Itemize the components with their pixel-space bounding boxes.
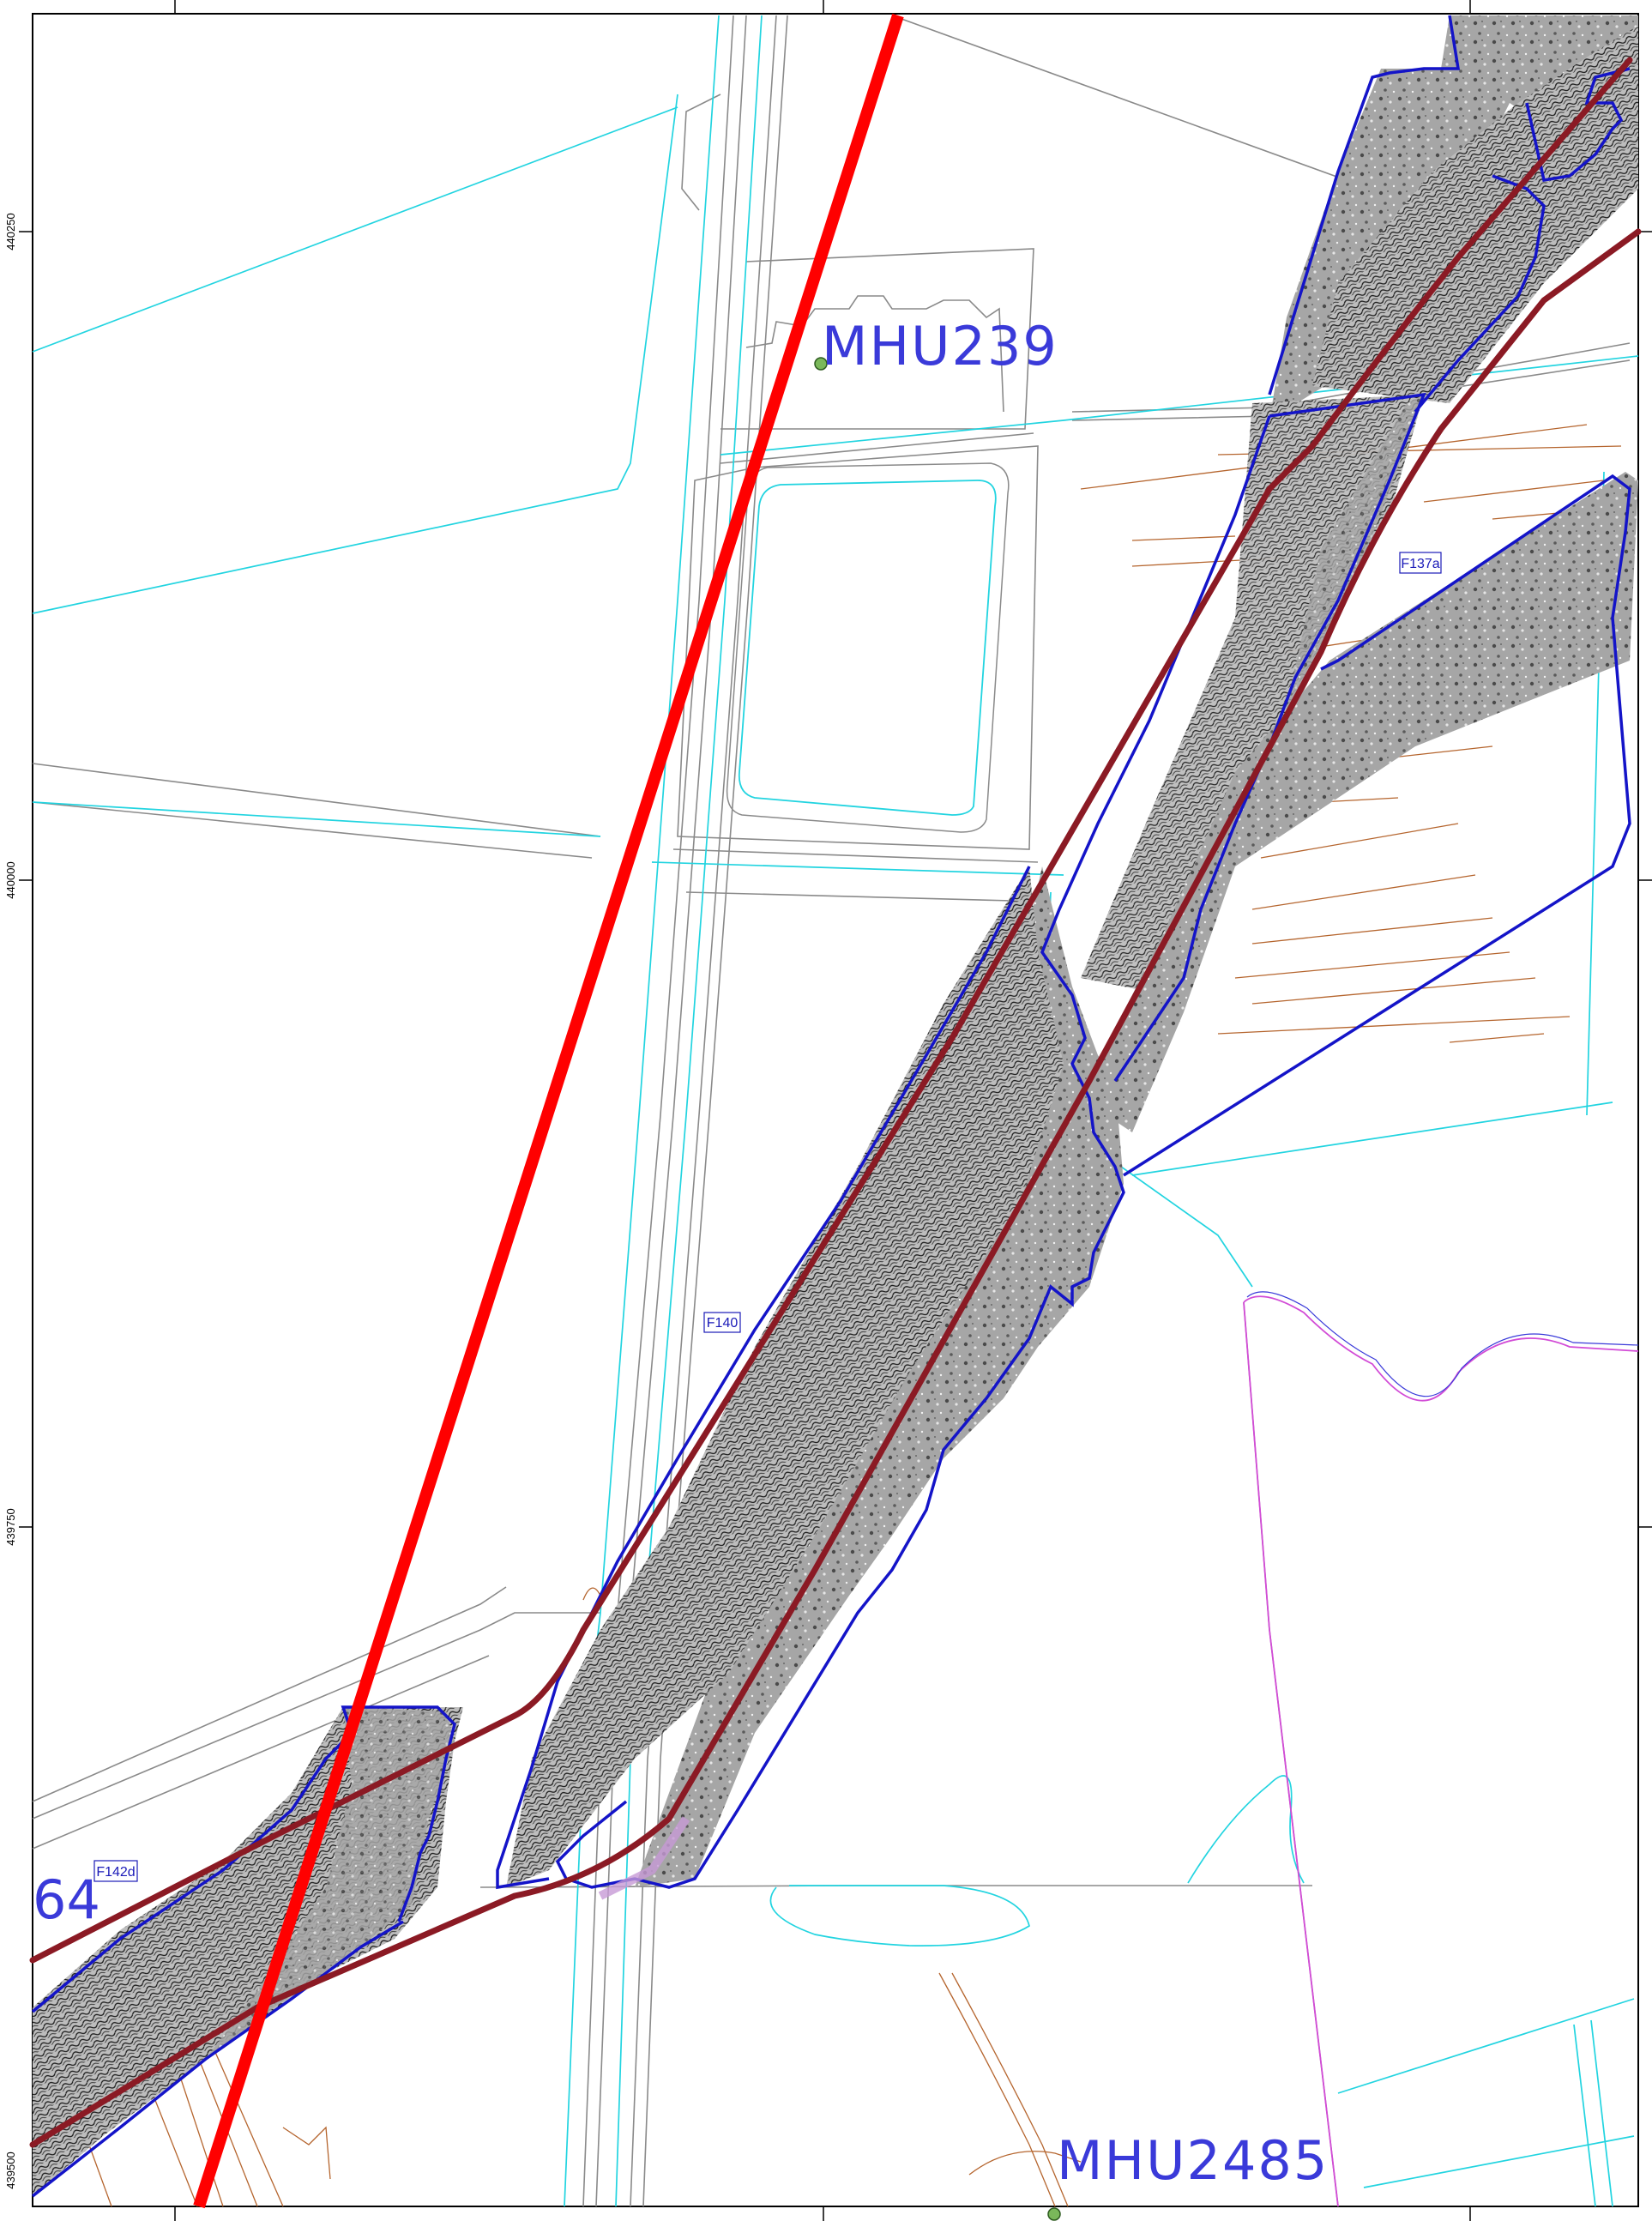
parish-boundary-blue	[1246, 1291, 1639, 1397]
field-label-f140: F140	[707, 1316, 739, 1331]
red-alignment-line	[193, 13, 904, 2209]
corridor-tint	[598, 1816, 690, 1900]
map-frame	[19, 0, 1652, 2221]
reservoir	[738, 480, 997, 816]
geophysics-survey	[33, 15, 1638, 2196]
field-label-f142d: F142d	[96, 1865, 135, 1880]
field-tag-f140: F140	[703, 1312, 741, 1333]
grid-label-440000: 440000	[4, 861, 17, 898]
grid-label-440250: 440250	[4, 213, 17, 250]
field-label-f137a: F137a	[1401, 557, 1439, 571]
grid-label-439750: 439750	[4, 1508, 17, 1545]
site-label-mhu239: MHU239	[822, 315, 1058, 377]
reservoir-outer	[726, 462, 1010, 833]
grid-label-439500: 439500	[4, 2152, 17, 2188]
site-marker-mhu2485	[1047, 2207, 1061, 2221]
site-label-partial: 64	[33, 1868, 100, 1931]
parish-boundary	[1243, 1295, 1639, 2207]
field-tag-f137a: F137a	[1399, 552, 1442, 574]
field-tag-f142d: F142d	[93, 1860, 138, 1882]
site-marker-mhu239	[814, 357, 828, 371]
route-corridor	[29, 57, 1642, 2148]
survey-boundaries	[31, 15, 1631, 2198]
site-label-mhu2485: MHU2485	[1057, 2129, 1329, 2192]
